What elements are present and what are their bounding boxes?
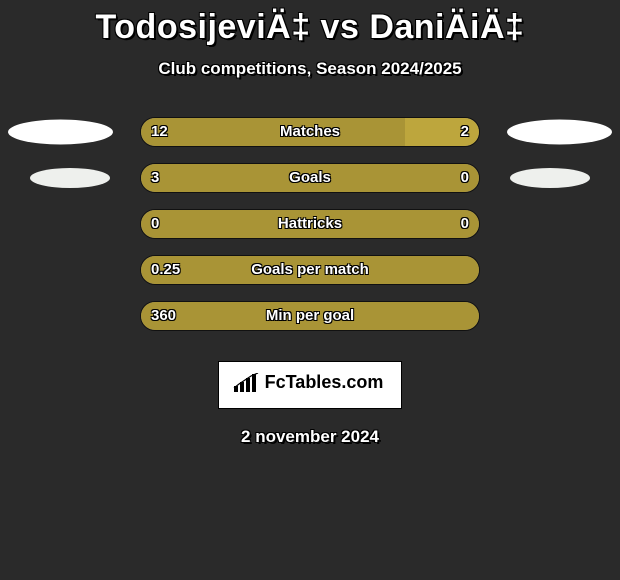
- stat-row: 0.25Goals per match: [0, 255, 620, 285]
- player-right-ellipse: [507, 120, 612, 145]
- stat-bar-track: 0.25Goals per match: [140, 255, 480, 285]
- stat-row: 122Matches: [0, 117, 620, 147]
- brand-badge[interactable]: FcTables.com: [218, 361, 403, 409]
- stat-bar-track: 122Matches: [140, 117, 480, 147]
- stat-row: 00Hattricks: [0, 209, 620, 239]
- stat-label: Goals per match: [141, 256, 479, 284]
- stat-row: 360Min per goal: [0, 301, 620, 331]
- date-text: 2 november 2024: [0, 427, 620, 447]
- stat-bar-track: 30Goals: [140, 163, 480, 193]
- brand-text: FcTables.com: [265, 372, 384, 393]
- stat-label: Hattricks: [141, 210, 479, 238]
- stat-label: Goals: [141, 164, 479, 192]
- stat-label: Min per goal: [141, 302, 479, 330]
- stat-label: Matches: [141, 118, 479, 146]
- stat-bar-track: 00Hattricks: [140, 209, 480, 239]
- subtitle: Club competitions, Season 2024/2025: [0, 59, 620, 79]
- page-title: TodosijeviÄ‡ vs DaniÄiÄ‡: [0, 8, 620, 47]
- comparison-widget: TodosijeviÄ‡ vs DaniÄiÄ‡ Club competitio…: [0, 8, 620, 447]
- stat-bar-track: 360Min per goal: [140, 301, 480, 331]
- player-left-ellipse: [8, 120, 113, 145]
- player-right-ellipse: [510, 168, 590, 188]
- fctables-logo-icon: [233, 373, 259, 393]
- stat-row: 30Goals: [0, 163, 620, 193]
- player-left-ellipse: [30, 168, 110, 188]
- stat-rows: 122Matches 30Goals 00Hattricks 0.25Goals pe…: [0, 117, 620, 331]
